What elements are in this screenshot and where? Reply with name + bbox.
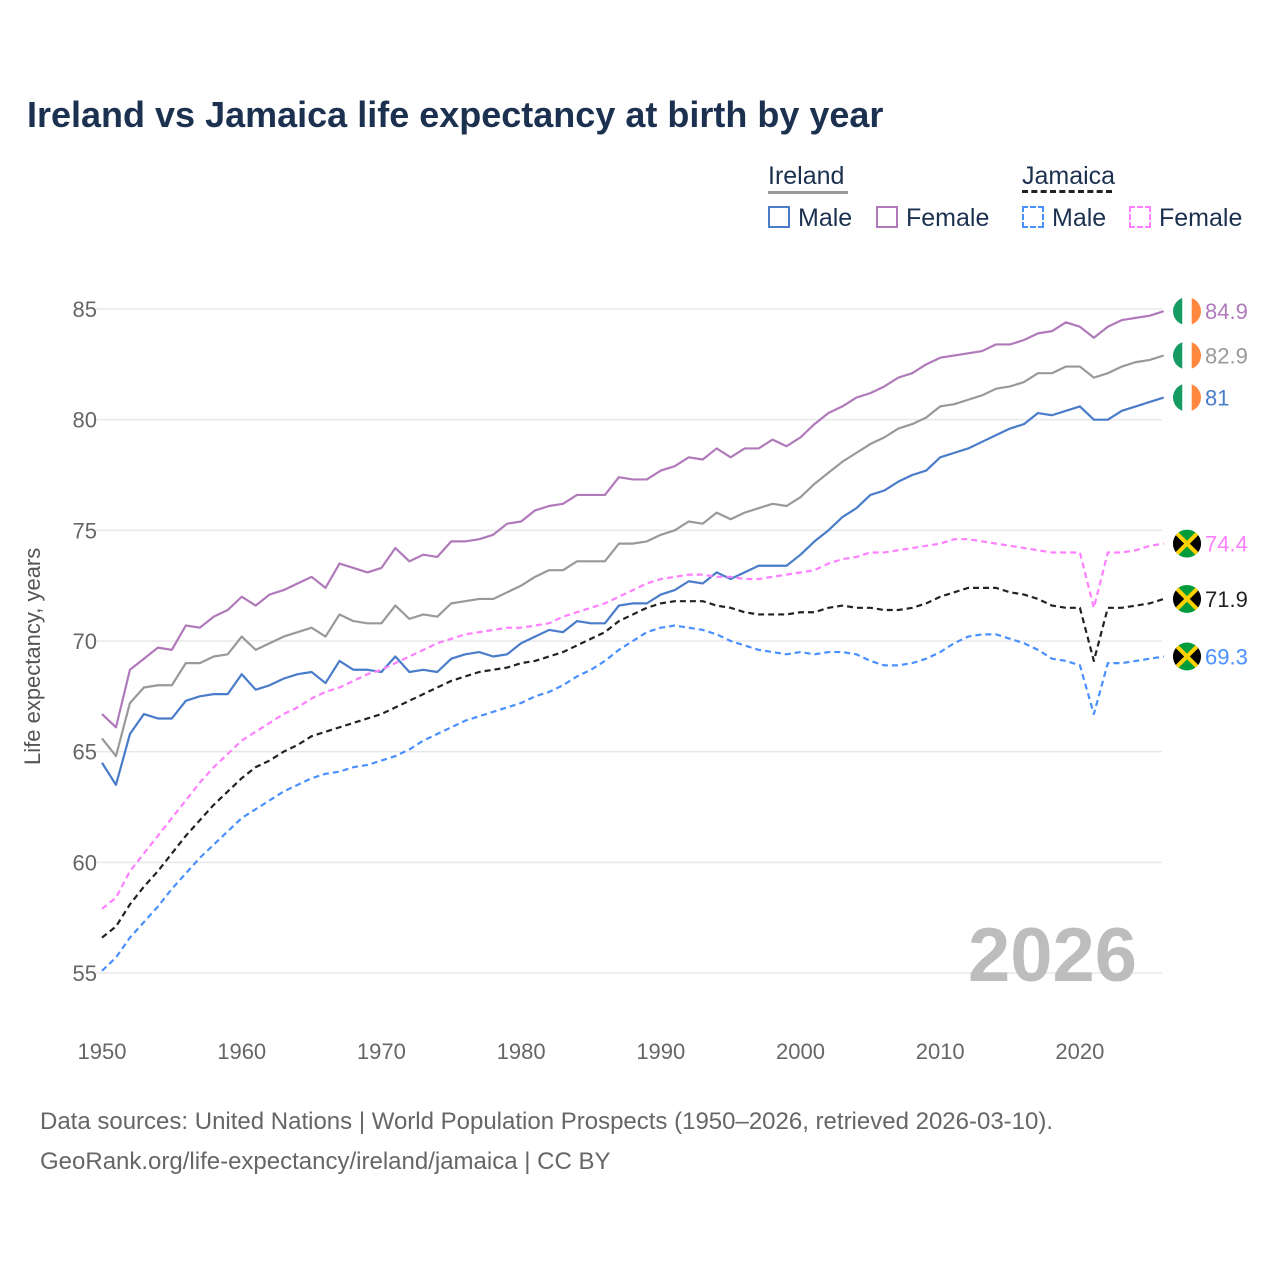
jamaica-flag-icon	[1173, 584, 1201, 613]
jamaica-flag-icon	[1173, 642, 1201, 671]
y-tick-label: 55	[73, 961, 97, 986]
end-value-label: 84.9	[1205, 299, 1248, 324]
y-tick-label: 60	[73, 850, 97, 875]
legend-jamaica-female-swatch	[1129, 206, 1151, 228]
legend-jamaica-line	[1022, 190, 1112, 193]
legend-jamaica-male-swatch	[1022, 206, 1044, 228]
series-line-ireland-female	[101, 310, 1165, 729]
x-tick-label: 1970	[357, 1039, 406, 1064]
end-value-label: 81	[1205, 386, 1229, 411]
chart-title: Ireland vs Jamaica life expectancy at bi…	[27, 94, 884, 135]
x-tick-label: 2000	[776, 1039, 825, 1064]
series-line-ireland	[101, 354, 1165, 758]
y-tick-label: 75	[73, 518, 97, 543]
ireland-flag-icon	[1173, 341, 1201, 370]
legend-jamaica-female: Female	[1159, 204, 1243, 232]
y-tick-label: 80	[73, 408, 97, 433]
x-tick-label: 1950	[78, 1039, 127, 1064]
legend-ireland-female: Female	[906, 204, 990, 232]
year-watermark: 2026	[968, 913, 1138, 998]
legend-ireland-male-swatch	[768, 206, 790, 228]
end-value-label: 69.3	[1205, 644, 1248, 669]
end-value-label: 74.4	[1205, 532, 1248, 557]
series-line-ireland-male	[101, 396, 1165, 786]
series-line-jamaica	[101, 586, 1165, 939]
legend-ireland-female-swatch	[876, 206, 898, 228]
y-tick-label: 65	[73, 740, 97, 765]
source-line-2: GeoRank.org/life-expectancy/ireland/jama…	[40, 1148, 611, 1175]
source-line-1: Data sources: United Nations | World Pop…	[40, 1108, 1054, 1135]
ireland-flag-icon	[1173, 297, 1201, 326]
x-tick-label: 2020	[1055, 1039, 1104, 1064]
jamaica-flag-icon	[1173, 529, 1201, 558]
legend-group-ireland: Ireland	[768, 162, 845, 190]
series-line-jamaica-male	[101, 624, 1164, 972]
y-tick-label: 85	[73, 297, 97, 322]
end-value-label: 82.9	[1205, 343, 1248, 368]
legend-ireland-line	[768, 191, 848, 194]
x-tick-label: 1960	[217, 1039, 266, 1064]
x-tick-label: 1980	[497, 1039, 546, 1064]
legend-group-jamaica: Jamaica	[1022, 162, 1116, 190]
y-axis-label: Life expectancy, years	[20, 547, 45, 765]
end-value-label: 71.9	[1205, 587, 1248, 612]
ireland-flag-icon	[1173, 383, 1201, 412]
legend-jamaica-male: Male	[1052, 204, 1107, 232]
series-line-jamaica-female	[101, 538, 1164, 910]
legend-ireland-male: Male	[798, 204, 853, 232]
y-tick-label: 70	[73, 629, 97, 654]
x-tick-label: 2010	[916, 1039, 965, 1064]
x-tick-label: 1990	[636, 1039, 685, 1064]
